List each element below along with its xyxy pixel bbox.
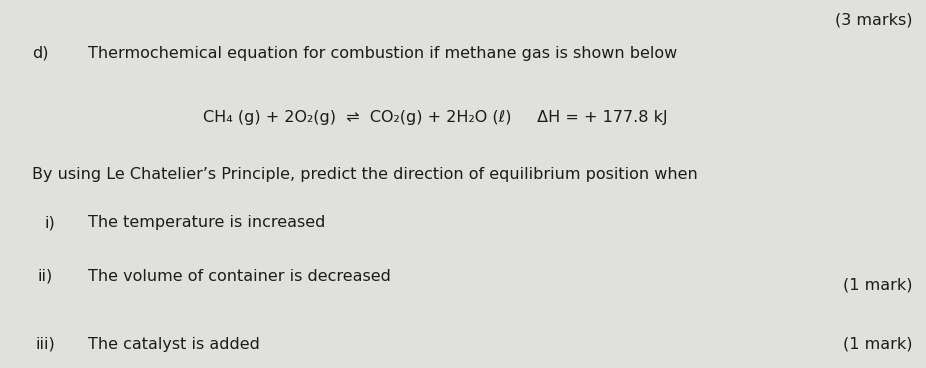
Text: (1 mark): (1 mark) (843, 278, 912, 293)
Text: The volume of container is decreased: The volume of container is decreased (88, 269, 391, 284)
Text: The temperature is increased: The temperature is increased (88, 215, 325, 230)
Text: Thermochemical equation for combustion if methane gas is shown below: Thermochemical equation for combustion i… (88, 46, 677, 61)
Text: (3 marks): (3 marks) (834, 13, 912, 28)
Text: d): d) (32, 46, 49, 61)
Text: i): i) (44, 215, 56, 230)
Text: The catalyst is added: The catalyst is added (88, 337, 260, 352)
Text: CH₄ (g) + 2O₂(g)  ⇌  CO₂(g) + 2H₂O (ℓ)     ΔH = + 177.8 kJ: CH₄ (g) + 2O₂(g) ⇌ CO₂(g) + 2H₂O (ℓ) ΔH … (203, 110, 668, 125)
Text: By using Le Chatelier’s Principle, predict the direction of equilibrium position: By using Le Chatelier’s Principle, predi… (32, 167, 698, 183)
Text: iii): iii) (35, 337, 55, 352)
Text: ii): ii) (37, 269, 52, 284)
Text: (1 mark): (1 mark) (843, 337, 912, 352)
